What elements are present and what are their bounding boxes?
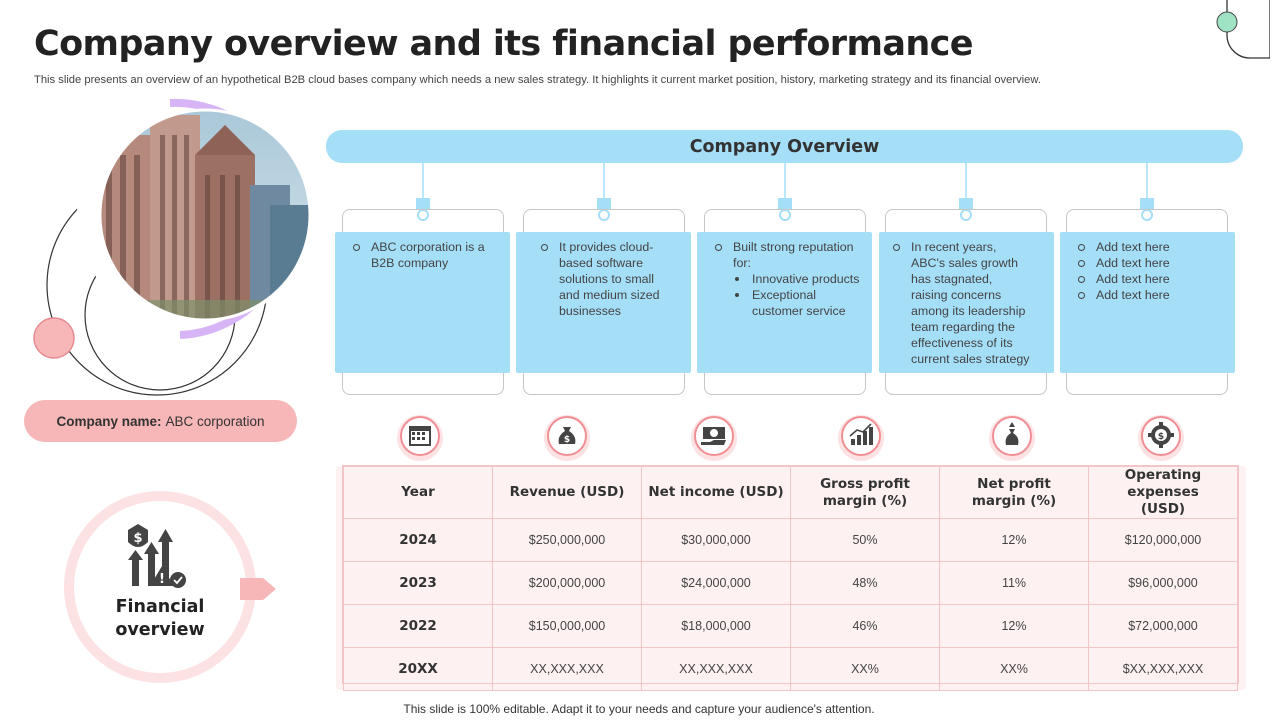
sub-list-item: Innovative products [733, 271, 862, 287]
company-name-value: ABC corporation [165, 413, 265, 429]
list-item: In recent years, ABC's sales growth has … [893, 239, 1044, 367]
gear-dollar-icon: $ [1138, 415, 1184, 461]
table-cell: 12% [939, 518, 1089, 562]
growth-chart-icon [838, 415, 884, 461]
table-cell: 2024 [343, 518, 493, 562]
table-cell: $18,000,000 [641, 604, 791, 648]
svg-text:!: ! [159, 572, 165, 587]
financial-overview-decoration: $ ! [64, 491, 276, 683]
table-cell: $24,000,000 [641, 561, 791, 605]
table-cell: $120,000,000 [1088, 518, 1238, 562]
table-cell: $96,000,000 [1088, 561, 1238, 605]
table-cell: 48% [790, 561, 940, 605]
table-cell: 2022 [343, 604, 493, 648]
financial-overview-label: Financial overview [115, 597, 205, 640]
overview-card-4: In recent years, ABC's sales growth has … [879, 232, 1054, 373]
company-name-pill: Company name: ABC corporation [24, 400, 297, 442]
financial-table: Year Revenue (USD) Net income (USD) Gros… [342, 465, 1239, 691]
money-bag-icon: $ [544, 415, 590, 461]
table-cell: 20XX [343, 647, 493, 691]
corner-decoration [1216, 0, 1270, 59]
table-cell: $150,000,000 [492, 604, 642, 648]
column-header: Revenue (USD) [492, 466, 642, 519]
footer-note: This slide is 100% editable. Adapt it to… [403, 702, 875, 716]
page-subtitle: This slide presents an overview of an hy… [34, 74, 1041, 86]
svg-text:$: $ [1158, 432, 1164, 442]
calendar-icon [397, 415, 443, 461]
overview-card-5: Add text here Add text here Add text her… [1060, 232, 1235, 373]
company-overview-heading: Company Overview [326, 130, 1243, 163]
table-row: 2022 $150,000,000 $18,000,000 46% 12% $7… [343, 604, 1238, 648]
list-item: Add text here [1078, 239, 1225, 255]
list-item: It provides cloud-based software solutio… [541, 239, 681, 319]
column-header: Gross profit margin (%) [790, 466, 940, 519]
overview-card-1: ABC corporation is a B2B company [335, 232, 510, 373]
overview-card-3: Built strong reputation for: Innovative … [697, 232, 872, 373]
list-item: Add text here [1078, 287, 1225, 303]
column-header: Net income (USD) [641, 466, 791, 519]
table-cell: XX,XXX,XXX [641, 647, 791, 691]
table-cell: $30,000,000 [641, 518, 791, 562]
table-cell: $XX,XXX,XXX [1088, 647, 1238, 691]
table-header-row: Year Revenue (USD) Net income (USD) Gros… [343, 466, 1238, 519]
list-item: Add text here [1078, 271, 1225, 287]
table-cell: 11% [939, 561, 1089, 605]
overview-card-2: It provides cloud-based software solutio… [516, 232, 691, 373]
company-image-decoration [33, 97, 312, 396]
financial-growth-icon: $ ! [128, 524, 186, 588]
table-row: 2023 $200,000,000 $24,000,000 48% 11% $9… [343, 561, 1238, 605]
table-cell: XX,XXX,XXX [492, 647, 642, 691]
table-cell: 2023 [343, 561, 493, 605]
table-row: 20XX XX,XXX,XXX XX,XXX,XXX XX% XX% $XX,X… [343, 647, 1238, 691]
svg-text:$: $ [133, 531, 142, 546]
column-header: Net profit margin (%) [939, 466, 1089, 519]
cash-hand-icon [691, 415, 737, 461]
table-cell: 12% [939, 604, 1089, 648]
table-row: 2024 $250,000,000 $30,000,000 50% 12% $1… [343, 518, 1238, 562]
list-item: ABC corporation is a B2B company [353, 239, 500, 271]
column-header: Operating expenses (USD) [1088, 466, 1238, 519]
table-cell: 50% [790, 518, 940, 562]
table-cell: $250,000,000 [492, 518, 642, 562]
sub-list-item: Exceptional customer service [733, 287, 862, 319]
profit-bag-icon [989, 415, 1035, 461]
table-cell: XX% [790, 647, 940, 691]
table-cell: $200,000,000 [492, 561, 642, 605]
page-title: Company overview and its financial perfo… [34, 24, 974, 64]
column-header: Year [343, 466, 493, 519]
table-cell: XX% [939, 647, 1089, 691]
list-item: Add text here [1078, 255, 1225, 271]
table-cell: 46% [790, 604, 940, 648]
company-name-label: Company name: [56, 413, 162, 429]
table-cell: $72,000,000 [1088, 604, 1238, 648]
list-item: Built strong reputation for: Innovative … [715, 239, 862, 319]
svg-text:$: $ [564, 435, 570, 445]
